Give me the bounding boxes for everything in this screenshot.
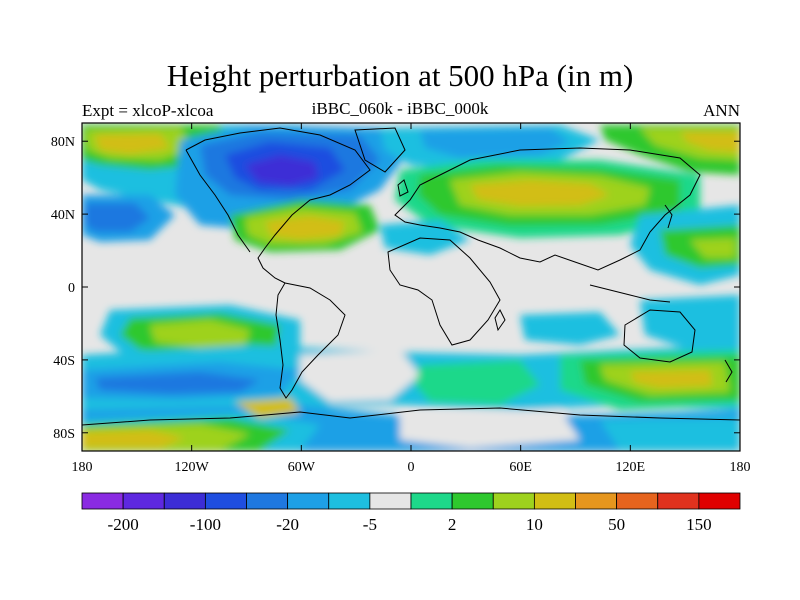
colorbar-swatch [410, 492, 453, 510]
contour-region [520, 312, 620, 345]
coastline-indonesia [589, 284, 671, 303]
x-tick-label: 180 [730, 460, 751, 475]
contour-region [95, 134, 170, 154]
colorbar-swatch [533, 492, 576, 510]
contour-region [95, 372, 260, 394]
contour-region [420, 128, 570, 158]
coastline-north-america-west [185, 149, 251, 253]
colorbar-swatch [163, 492, 206, 510]
contour-region [300, 350, 420, 402]
colorbar-swatch [287, 492, 330, 510]
x-tick-label: 60E [509, 460, 532, 475]
coastline-antarctica [82, 407, 740, 426]
coastline-japan [664, 204, 673, 229]
colorbar-swatch [204, 492, 247, 510]
colorbar-swatch [122, 492, 165, 510]
colorbar-swatch [246, 492, 289, 510]
coastline-eurasia [394, 147, 701, 271]
difference-label: iBBC_060k - iBBC_000k [311, 99, 489, 118]
y-tick-label: 40S [53, 354, 75, 369]
colorbar-label: 2 [448, 515, 457, 534]
x-tick-label: 120E [616, 460, 646, 475]
x-tick-label: 120W [175, 460, 210, 475]
contour-region [85, 203, 150, 232]
contour-region [470, 180, 610, 206]
colorbar-swatch [369, 492, 412, 510]
coastline-africa [387, 237, 501, 346]
contour-region [400, 410, 580, 448]
contour-field [82, 123, 740, 451]
colorbar-swatch [657, 492, 700, 510]
colorbar-swatch [616, 492, 659, 510]
coastlines [82, 127, 740, 426]
contour-region [245, 155, 318, 186]
x-tick-label: 0 [408, 460, 415, 475]
colorbar-label: -100 [190, 515, 221, 534]
coastline-new-zealand [724, 359, 733, 383]
colorbar-swatch [328, 492, 371, 510]
colorbar-swatch [698, 492, 741, 510]
x-tick-label: 180 [72, 460, 93, 475]
colorbar-swatch [492, 492, 535, 510]
colorbar-swatch [451, 492, 494, 510]
colorbar-label: -20 [276, 515, 299, 534]
colorbar: -200 -100 -20 -5 2 10 50 150 [81, 492, 741, 534]
coastline-britain [397, 179, 409, 197]
contour-region [415, 360, 540, 405]
x-axis: 180 120W 60W 0 60E 120E 180 [72, 123, 751, 475]
y-tick-label: 80N [51, 135, 75, 150]
colorbar-swatch [575, 492, 618, 510]
x-tick-label: 60W [288, 460, 316, 475]
y-tick-label: 80S [53, 427, 75, 442]
colorbar-label: 150 [686, 515, 712, 534]
contour-region [150, 320, 250, 348]
coastline-south-america [275, 282, 346, 399]
plot-title: Height perturbation at 500 hPa (in m) [166, 58, 634, 93]
coastline-madagascar [494, 308, 506, 332]
y-tick-label: 40N [51, 208, 75, 223]
contour-region [380, 220, 470, 255]
colorbar-swatch [81, 492, 124, 510]
period-label: ANN [703, 101, 740, 120]
colorbar-label: 10 [526, 515, 543, 534]
coastline-australia [623, 309, 696, 363]
colorbar-label: -5 [363, 515, 377, 534]
y-tick-label: 0 [68, 281, 75, 296]
coastline-greenland [354, 127, 406, 173]
contour-region [82, 430, 185, 448]
contour-region [690, 238, 735, 258]
colorbar-label: -200 [108, 515, 139, 534]
contour-region [630, 370, 712, 388]
experiment-label: Expt = xlcoP-xlcoa [82, 101, 214, 120]
contour-region [680, 132, 740, 152]
y-axis: 80N 40N 0 40S 80S [51, 135, 740, 442]
contour-region [640, 295, 740, 350]
coastline-north-america [185, 127, 371, 284]
contour-region [600, 418, 740, 451]
contour-region [265, 216, 345, 240]
colorbar-label: 50 [608, 515, 625, 534]
